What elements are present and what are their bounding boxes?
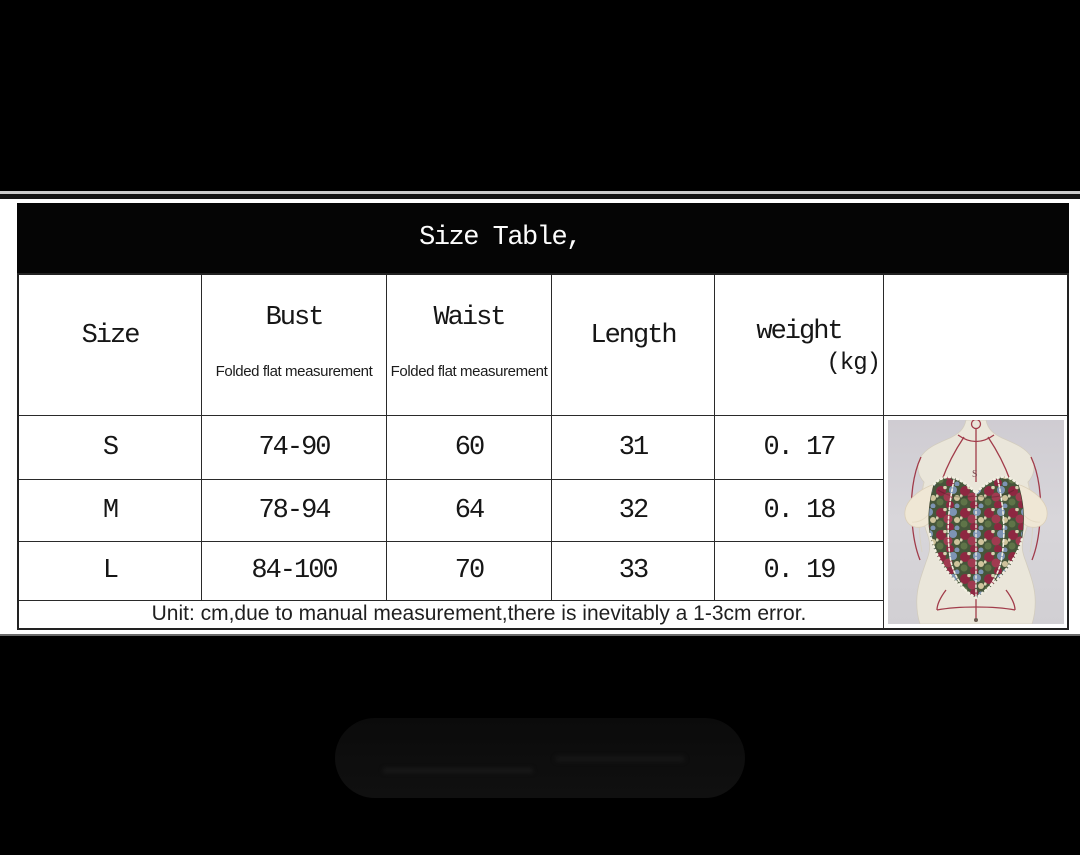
- size-table-title-band: Size Table,: [17, 203, 1069, 273]
- column-header-length: Length: [552, 275, 715, 416]
- row-s-length: 31: [552, 416, 715, 480]
- row-l-weight: 0. 19: [715, 542, 884, 601]
- row-l-bust: 84-100: [202, 542, 387, 601]
- corset-lace-trim: [928, 475, 1023, 600]
- column-header-bust: Bust Folded flat measurement: [202, 275, 387, 416]
- measurement-note: Unit: cm,due to manual measurement,there…: [19, 601, 884, 628]
- column-header-waist: Waist Folded flat measurement: [387, 275, 552, 416]
- row-s-waist: 60: [387, 416, 552, 480]
- row-m-size: M: [19, 480, 202, 542]
- row-s-bust: 74-90: [202, 416, 387, 480]
- row-l-length: 33: [552, 542, 715, 601]
- row-m-waist: 64: [387, 480, 552, 542]
- smudge-streak: [555, 756, 685, 762]
- column-header-size-label: Size: [81, 321, 141, 351]
- header-empty-cell: [884, 275, 1067, 416]
- column-header-weight: weight (kg): [715, 275, 884, 416]
- size-chart-panel: Size Table, Size Bust Folded flat measur…: [0, 194, 1080, 636]
- column-header-weight-label: weight: [756, 317, 843, 347]
- column-header-waist-subtext: Folded flat measurement: [390, 363, 548, 380]
- bottom-smudge-capsule: [335, 718, 745, 798]
- row-m-length: 32: [552, 480, 715, 542]
- product-photo: S: [887, 420, 1064, 624]
- row-s-weight: 0. 17: [715, 416, 884, 480]
- mannequin-s-mark: S: [972, 469, 978, 480]
- mannequin-center-knob: [973, 618, 978, 622]
- row-l-waist: 70: [387, 542, 552, 601]
- column-header-bust-label: Bust: [265, 303, 325, 333]
- column-header-length-label: Length: [590, 321, 677, 351]
- panel-top-edge-line: [0, 191, 1080, 194]
- column-header-bust-subtext: Folded flat measurement: [215, 363, 373, 380]
- row-m-bust: 78-94: [202, 480, 387, 542]
- column-header-weight-unit: (kg): [826, 350, 881, 377]
- row-s-size: S: [19, 416, 202, 480]
- row-l-size: L: [19, 542, 202, 601]
- row-m-weight: 0. 18: [715, 480, 884, 542]
- smudge-streak: [383, 768, 533, 773]
- size-table-title: Size Table,: [419, 223, 582, 253]
- size-table: Size Bust Folded flat measurement Waist …: [17, 273, 1069, 630]
- column-header-waist-label: Waist: [433, 303, 506, 333]
- column-header-size: Size: [19, 275, 202, 416]
- product-photo-cell: S: [884, 416, 1067, 628]
